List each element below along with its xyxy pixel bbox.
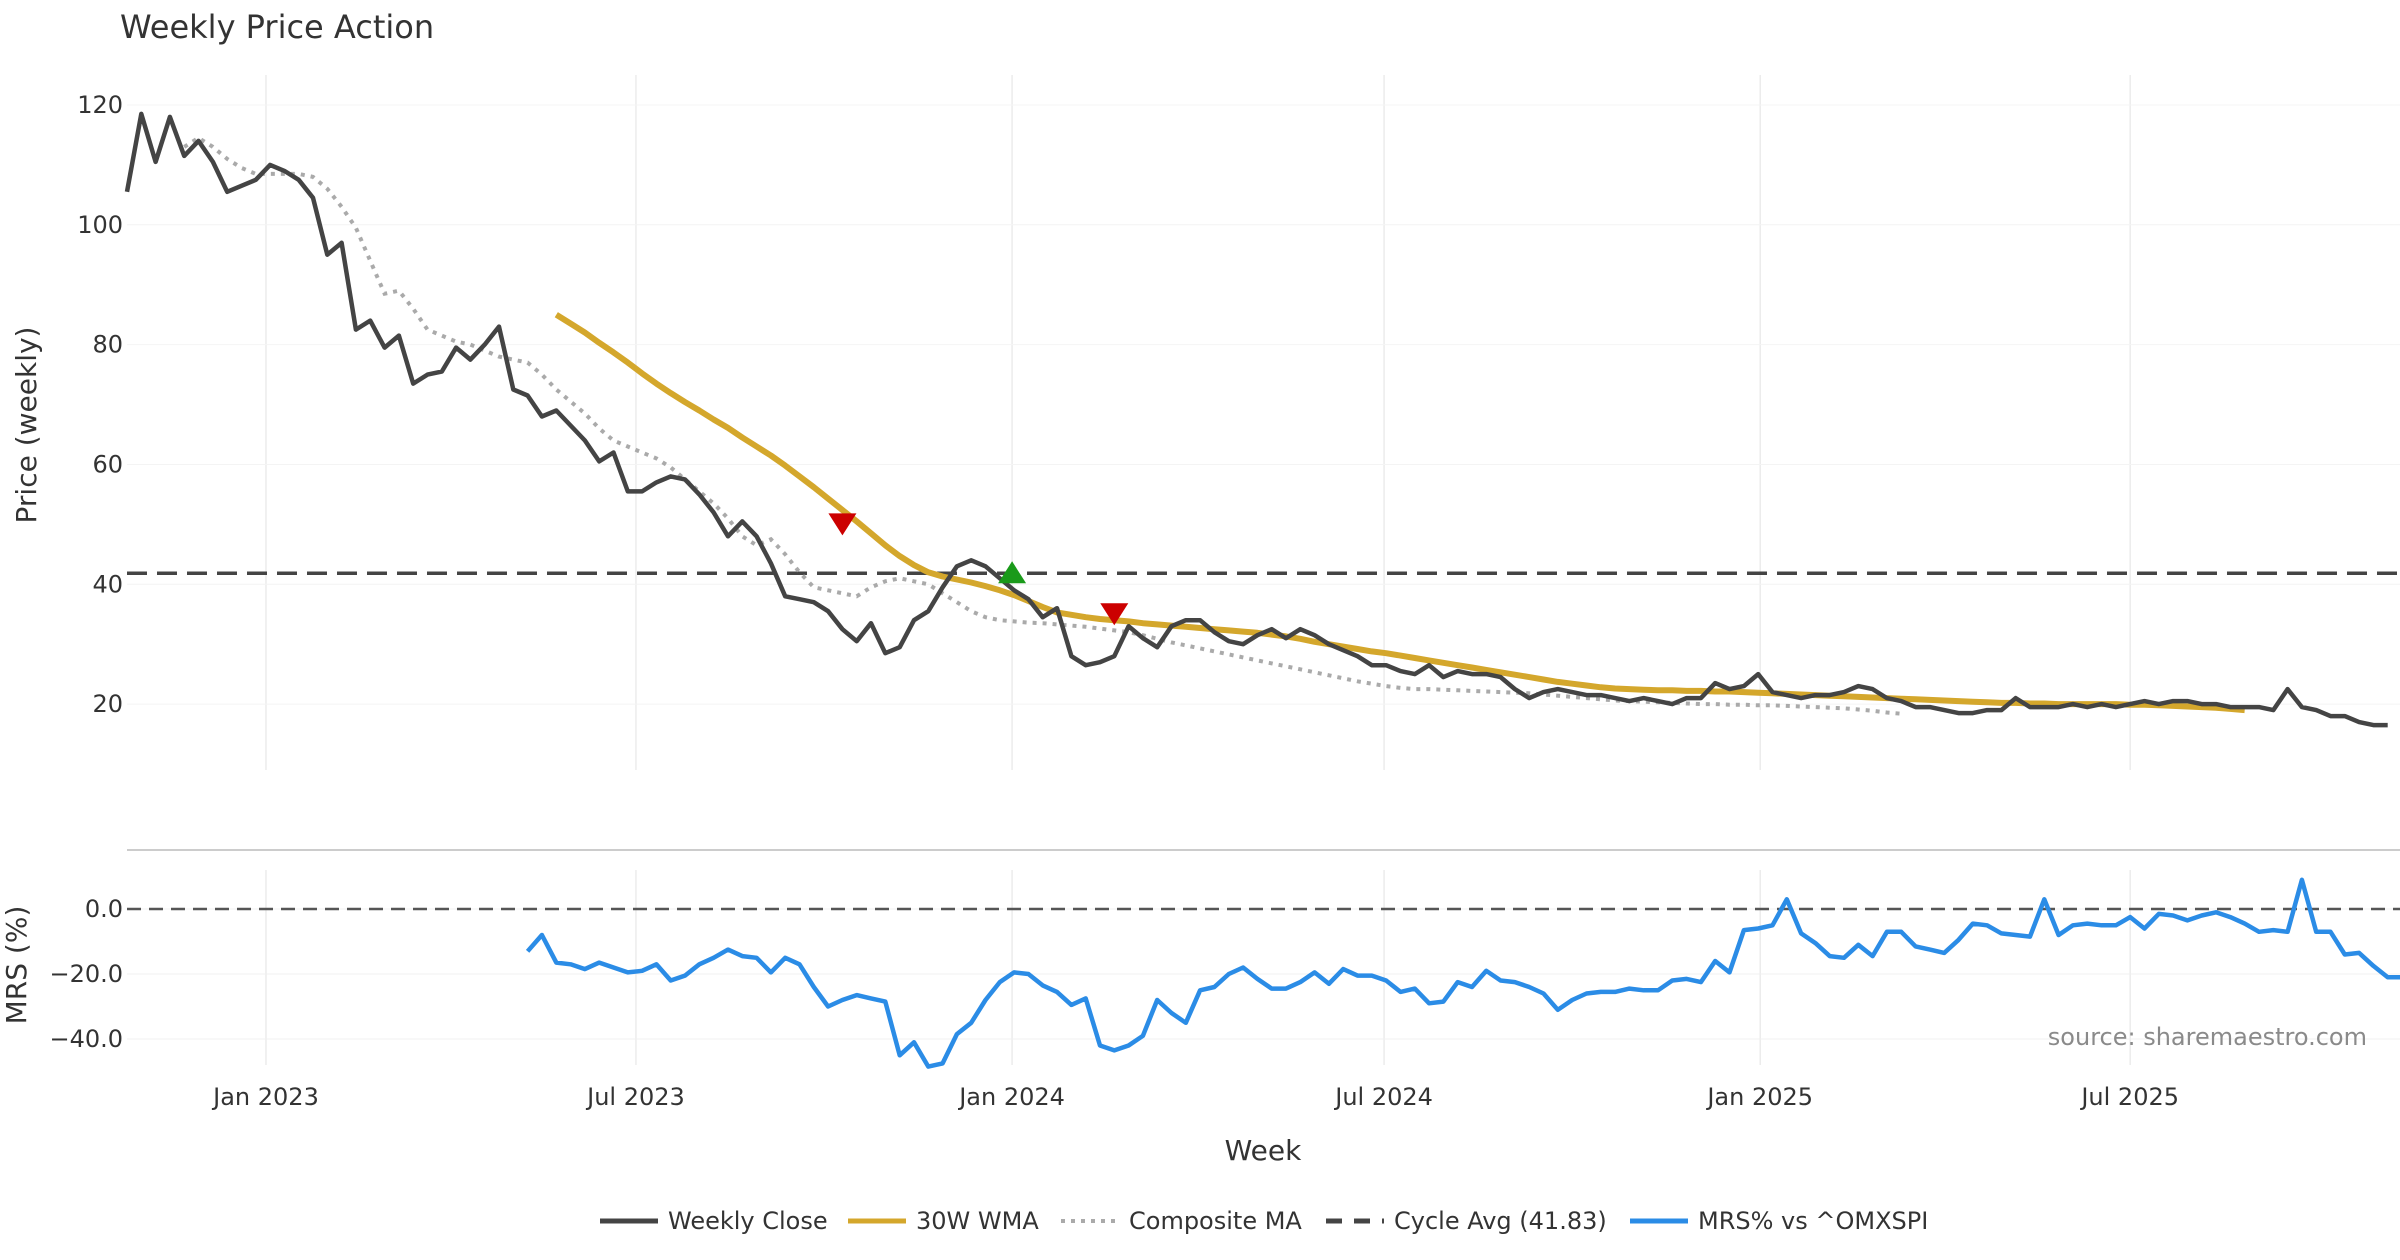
x-tick-label: Jul 2024 — [1333, 1083, 1433, 1111]
legend-label: MRS% vs ^OMXSPI — [1698, 1207, 1928, 1235]
mrs-y-ticks: 0.0 −20.0 −40.0 — [49, 895, 123, 1053]
x-tick-label: Jul 2023 — [585, 1083, 685, 1111]
mrs-panel: MRS (%) 0.0 −20.0 −40.0 source: sharemaest… — [0, 877, 2400, 1069]
chart-title: Weekly Price Action — [120, 8, 434, 46]
sell-signal-marker — [828, 513, 857, 536]
price-y-tick-label: 120 — [77, 91, 123, 119]
composite-ma-line — [183, 135, 1902, 716]
mrs-y-tick-label: 0.0 — [85, 895, 123, 923]
x-tick-label: Jan 2024 — [957, 1083, 1065, 1111]
x-tick-label: Jan 2025 — [1705, 1083, 1813, 1111]
price-y-tick-label: 20 — [92, 690, 123, 718]
price-y-tick-label: 60 — [92, 450, 123, 478]
x-axis-title: Week — [1225, 1134, 1302, 1167]
weekly-close-line — [124, 111, 2388, 728]
price-y-ticks: 20 40 60 80 100 120 — [77, 91, 123, 718]
sell-signal-marker — [1100, 603, 1129, 626]
price-y-tick-label: 40 — [92, 570, 123, 598]
mrs-y-tick-label: −40.0 — [49, 1025, 123, 1053]
x-tick-label: Jul 2025 — [2079, 1083, 2179, 1111]
wma-line — [554, 312, 2245, 714]
legend-item-mrs: MRS% vs ^OMXSPI — [1630, 1207, 1928, 1235]
price-panel: Price (weekly) 20 40 60 80 100 120 — [10, 91, 2400, 728]
signal-markers — [828, 513, 1129, 626]
price-y-tick-label: 100 — [77, 211, 123, 239]
mrs-line — [525, 877, 2400, 1069]
legend-item-composite: Composite MA — [1061, 1207, 1302, 1235]
legend-label: Cycle Avg (41.83) — [1394, 1207, 1607, 1235]
source-label: source: sharemaestro.com — [2048, 1023, 2367, 1051]
price-y-axis-title: Price (weekly) — [10, 327, 43, 524]
mrs-y-axis-title: MRS (%) — [0, 906, 33, 1025]
mrs-y-tick-label: −20.0 — [49, 960, 123, 988]
legend-label: Weekly Close — [668, 1207, 828, 1235]
grid-layer — [127, 75, 2400, 1065]
legend-item-close: Weekly Close — [600, 1207, 828, 1235]
legend-label: 30W WMA — [916, 1207, 1039, 1235]
legend-label: Composite MA — [1129, 1207, 1302, 1235]
legend: Weekly Close 30W WMA Composite MA Cycle Avg… — [600, 1207, 1928, 1235]
legend-item-cycle: Cycle Avg (41.83) — [1326, 1207, 1607, 1235]
x-axis-ticks: Jan 2023 Jul 2023 Jan 2024 Jul 2024 Jan 2025… — [211, 1083, 2179, 1111]
buy-signal-marker — [998, 561, 1027, 584]
price-y-tick-label: 80 — [92, 331, 123, 359]
x-tick-label: Jan 2023 — [211, 1083, 319, 1111]
legend-item-wma: 30W WMA — [848, 1207, 1039, 1235]
